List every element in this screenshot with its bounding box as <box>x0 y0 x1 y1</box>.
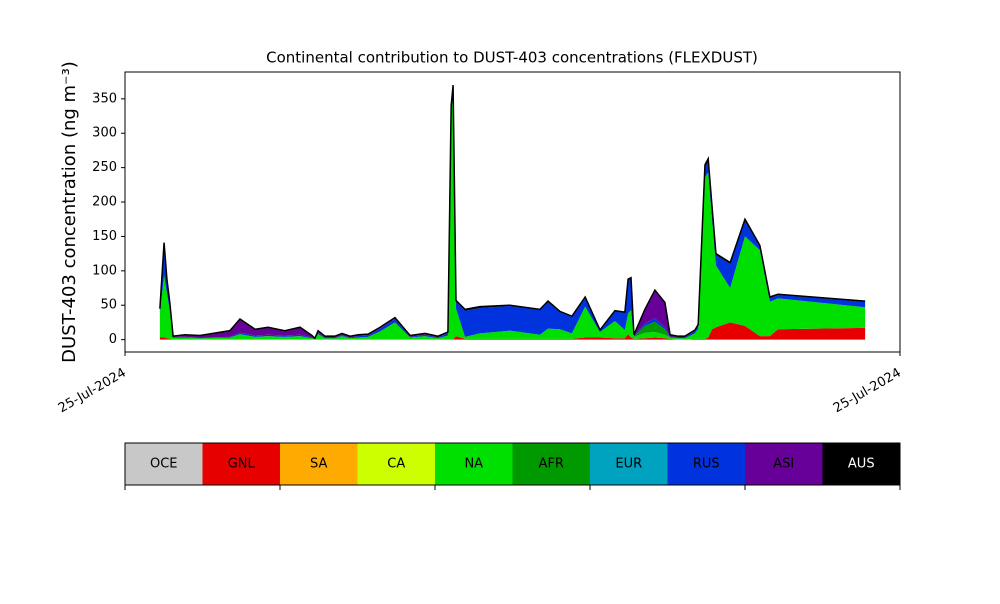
legend-swatch <box>512 443 590 485</box>
area <box>159 95 866 340</box>
legend-label: OCE <box>150 457 178 472</box>
legend-label: CA <box>387 457 405 472</box>
legend-label: SA <box>310 457 327 472</box>
legend-frame <box>124 442 901 486</box>
legend-label: AFR <box>539 457 564 472</box>
total-outline <box>159 85 866 340</box>
legend-swatch <box>357 443 435 485</box>
legend-swatch <box>280 443 358 485</box>
x-tick-label: 25-Jul-2024 <box>831 366 904 417</box>
y-tick-label: 0 <box>109 332 117 347</box>
x-tick-label: 25-Jul-2024 <box>56 366 129 417</box>
legend-swatch <box>745 443 823 485</box>
legend-label: ASI <box>773 457 794 472</box>
y-tick-label: 250 <box>92 160 117 175</box>
y-tick-label: 200 <box>92 195 117 210</box>
legend-label: GNL <box>228 457 256 472</box>
legend-swatch <box>590 443 668 485</box>
legend-swatch <box>435 443 513 485</box>
y-tick-label: 300 <box>92 126 117 141</box>
chart-title: Continental contribution to DUST-403 con… <box>266 49 758 67</box>
y-axis-label: DUST-403 concentration (ng m⁻³) <box>59 61 80 363</box>
y-tick-label: 100 <box>92 263 117 278</box>
y-tick-label: 350 <box>92 91 117 106</box>
legend-swatch <box>125 443 203 485</box>
y-tick-label: 50 <box>100 298 117 313</box>
plot-frame <box>124 71 901 353</box>
legend-swatch <box>822 443 900 485</box>
legend-swatch <box>202 443 280 485</box>
legend-label: NA <box>464 457 483 472</box>
legend-label: RUS <box>693 457 720 472</box>
legend-label: AUS <box>848 457 875 472</box>
legend-swatch <box>667 443 745 485</box>
legend-label: EUR <box>615 457 642 472</box>
area <box>159 322 866 340</box>
y-tick-label: 150 <box>92 229 117 244</box>
